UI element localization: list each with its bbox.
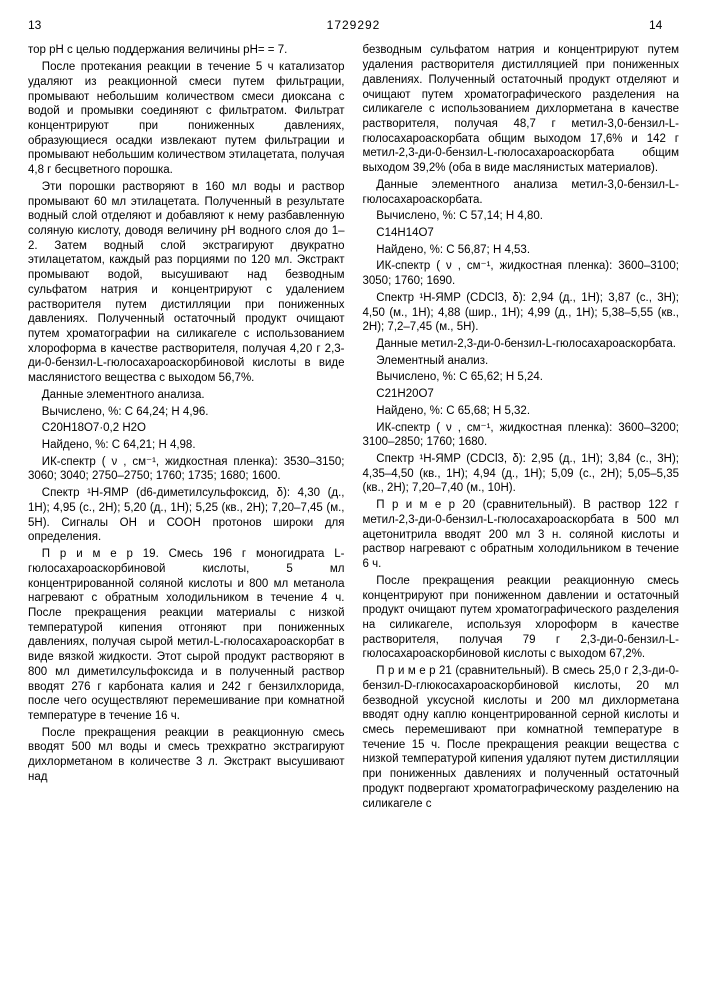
body-text: С14Н14О7 bbox=[363, 226, 680, 241]
body-text: П р и м е р 20 (сравнительный). В раство… bbox=[363, 498, 680, 572]
body-text: Данные элементного анализа. bbox=[28, 388, 345, 403]
page-number-right: 14 bbox=[649, 18, 679, 33]
body-text: Эти порошки растворяют в 160 мл воды и р… bbox=[28, 180, 345, 386]
body-text: П р и м е р 19. Смесь 196 г моногидрата … bbox=[28, 547, 345, 724]
body-text: ИК-спектр ( ν , см⁻¹, жидкостная пленка)… bbox=[28, 455, 345, 484]
body-text: С20Н18О7·0,2 Н2О bbox=[28, 421, 345, 436]
body-text: ИК-спектр ( ν , см⁻¹, жидкостная пленка)… bbox=[363, 421, 680, 450]
body-text: После протекания реакции в течение 5 ч к… bbox=[28, 60, 345, 178]
page-header: 13 1729292 14 bbox=[28, 18, 679, 33]
page-number-left: 13 bbox=[28, 18, 58, 33]
body-text: безводным сульфатом натрия и концентриру… bbox=[363, 43, 680, 175]
body-text: ИК-спектр ( ν , см⁻¹, жидкостная пленка)… bbox=[363, 259, 680, 288]
body-text: С21Н20О7 bbox=[363, 387, 680, 402]
body-text: Найдено, %: С 65,68; Н 5,32. bbox=[363, 404, 680, 419]
page: 13 1729292 14 тор pH с целью поддержания… bbox=[0, 0, 707, 841]
body-text: Найдено, %: С 64,21; Н 4,98. bbox=[28, 438, 345, 453]
body-text: Спектр ¹Н-ЯМР (CDCl3, δ): 2,95 (д., 1Н);… bbox=[363, 452, 680, 496]
body-columns: тор pH с целью поддержания величины pH= … bbox=[28, 43, 679, 811]
body-text: Вычислено, %: С 64,24; Н 4,96. bbox=[28, 405, 345, 420]
body-text: Найдено, %: С 56,87; Н 4,53. bbox=[363, 243, 680, 258]
body-text: Вычислено, %: С 65,62; Н 5,24. bbox=[363, 370, 680, 385]
body-text: П р и м е р 21 (сравнительный). В смесь … bbox=[363, 664, 680, 811]
patent-number: 1729292 bbox=[58, 18, 649, 33]
body-text: После прекращения реакции реакционную см… bbox=[363, 574, 680, 662]
body-text: тор pH с целью поддержания величины pH= … bbox=[28, 43, 345, 58]
body-text: Данные метил-2,3-ди-0-бензил-L-гюлосахар… bbox=[363, 337, 680, 352]
body-text: Вычислено, %: С 57,14; Н 4,80. bbox=[363, 209, 680, 224]
body-text: Спектр ¹Н-ЯМР (d6-диметилсульфоксид, δ):… bbox=[28, 486, 345, 545]
body-text: Спектр ¹Н-ЯМР (CDCl3, δ): 2,94 (д., 1Н);… bbox=[363, 291, 680, 335]
body-text: Данные элементного анализа метил-3,0-бен… bbox=[363, 178, 680, 207]
body-text: Элементный анализ. bbox=[363, 354, 680, 369]
body-text: После прекращения реакции в реакционную … bbox=[28, 726, 345, 785]
